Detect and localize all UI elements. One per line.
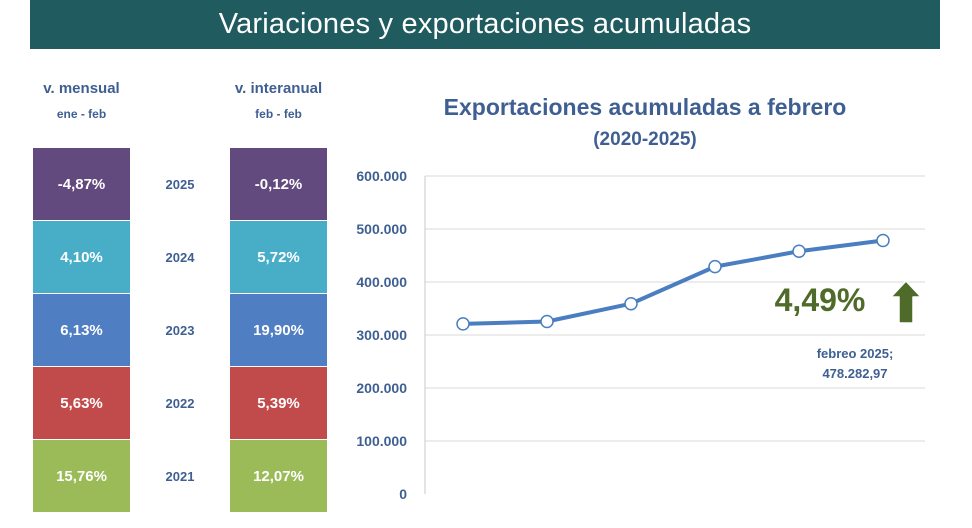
interanual-cell: 19,90% (230, 294, 327, 367)
data-point-2021 (540, 314, 554, 329)
data-point-2022 (624, 296, 638, 311)
chart-subtitle: (2020-2025) (593, 129, 697, 150)
y-tick-label: 200.000 (356, 380, 407, 396)
mensual-header: v. mensual ene - feb (33, 80, 130, 121)
interanual-cell: 5,72% (230, 221, 327, 294)
y-axis-labels: 0 100.000 200.000 300.000 400.000 500.000 600.… (356, 168, 407, 502)
data-point-2020 (456, 317, 470, 331)
variation-highlight: 4,49% (774, 282, 866, 318)
annotation-line2: 478.282,97 (822, 366, 888, 381)
interanual-header: v. interanual feb - feb (230, 80, 327, 121)
data-points (456, 233, 890, 331)
y-tick-label: 100.000 (356, 433, 407, 449)
year-label: 2024 (165, 250, 195, 265)
mensual-cell: -4,87% (33, 148, 130, 221)
grid-lines (425, 175, 925, 442)
data-point-2023 (708, 259, 722, 274)
year-label: 2023 (165, 323, 195, 338)
year-labels: 2025 2024 2023 2022 2021 (140, 148, 220, 513)
mensual-cell: 4,10% (33, 221, 130, 294)
chart-title-block: Exportaciones acumuladas a febrero (2020… (400, 94, 890, 151)
series-line (461, 238, 885, 326)
interanual-cell: 5,39% (230, 367, 327, 440)
y-tick-label: 300.000 (356, 327, 407, 343)
interanual-cell: -0,12% (230, 148, 327, 221)
y-tick-label: 400.000 (356, 274, 407, 290)
y-tick-label: 0 (399, 486, 407, 502)
last-point-annotation: febreo 2025; 478.282,97 (770, 344, 940, 384)
mensual-cell: 5,63% (33, 367, 130, 440)
mensual-cell: 15,76% (33, 440, 130, 513)
mensual-label: v. mensual (43, 80, 120, 97)
year-label: 2022 (165, 396, 195, 411)
chart-title: Exportaciones acumuladas a febrero (443, 94, 847, 120)
annotation-line1: febreo 2025; (816, 346, 894, 361)
mensual-period: ene - feb (56, 107, 107, 121)
data-point-2025 (876, 233, 890, 248)
mensual-cell: 6,13% (33, 294, 130, 367)
interanual-label: v. interanual (234, 80, 323, 97)
interanual-cell: 12,07% (230, 440, 327, 513)
y-tick-label: 500.000 (356, 221, 407, 237)
year-label: 2021 (165, 469, 195, 484)
up-arrow-icon (890, 280, 922, 324)
data-point-2024 (792, 244, 806, 259)
year-label: 2025 (165, 177, 195, 192)
interanual-period: feb - feb (255, 107, 302, 121)
interanual-stack: -0,12% 5,72% 19,90% 5,39% 12,07% (230, 148, 327, 513)
mensual-stack: -4,87% 4,10% 6,13% 5,63% 15,76% (33, 148, 130, 513)
y-tick-label: 600.000 (356, 168, 407, 184)
page-title: Variaciones y exportaciones acumuladas (30, 0, 940, 49)
